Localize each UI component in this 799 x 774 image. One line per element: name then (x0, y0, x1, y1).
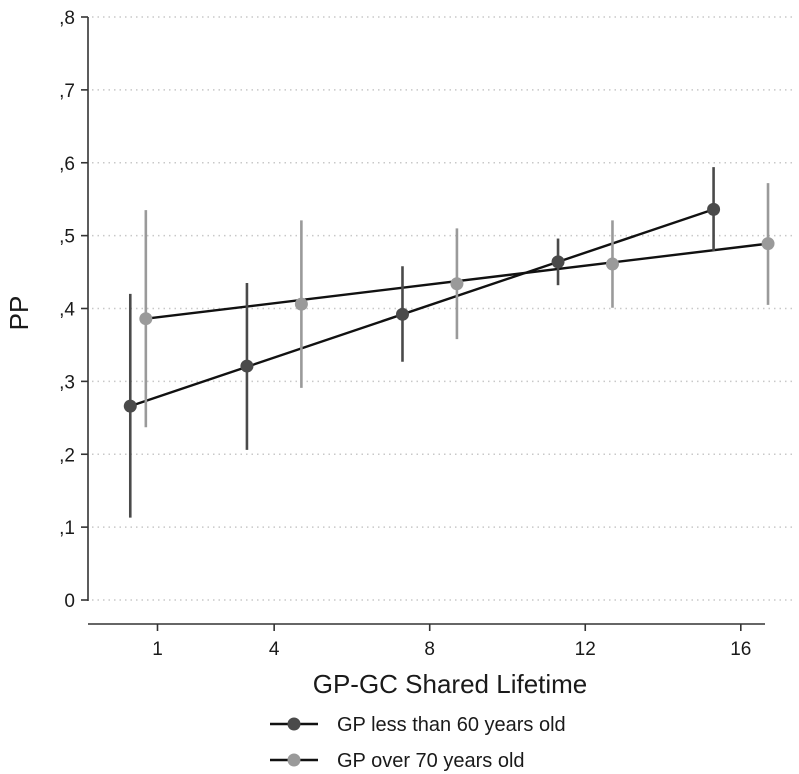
error-bars (128, 167, 770, 518)
y-axis-title: PP (4, 296, 34, 331)
data-point (139, 312, 153, 326)
data-point (761, 237, 775, 251)
x-tick-label: 12 (575, 639, 596, 660)
y-tick-label: 0 (64, 591, 75, 612)
y-tick-label: ,4 (59, 300, 75, 321)
legend-label: GP over 70 years old (337, 750, 525, 772)
data-point (450, 277, 464, 291)
data-point (605, 257, 619, 271)
data-points (123, 202, 775, 413)
legend-marker (287, 717, 301, 731)
y-tick-label: ,7 (59, 81, 75, 102)
y-tick-label: ,8 (59, 8, 75, 29)
series-line (129, 208, 714, 408)
data-point (294, 297, 308, 311)
series-lines (129, 208, 769, 408)
y-tick-label: ,2 (59, 445, 75, 466)
data-point (551, 255, 565, 269)
x-tick-label: 8 (424, 639, 435, 660)
y-tick-label: ,1 (59, 518, 75, 539)
legend: GP less than 60 years old GP over 70 year… (270, 714, 566, 772)
x-axis-title: GP-GC Shared Lifetime (313, 669, 588, 699)
data-point (395, 307, 409, 321)
x-tick-label: 1 (152, 639, 163, 660)
x-tick-label: 16 (730, 639, 751, 660)
data-point (123, 399, 137, 413)
legend-label: GP less than 60 years old (337, 714, 566, 736)
ticks: 0 ,1 ,2 ,3 ,4 ,5 ,6 ,7 ,8 1 4 8 12 16 (59, 8, 751, 660)
x-tick-label: 4 (269, 639, 280, 660)
legend-marker (287, 753, 301, 767)
gridlines (92, 16, 795, 601)
y-tick-label: ,6 (59, 154, 75, 175)
y-tick-label: ,5 (59, 227, 75, 248)
y-tick-label: ,3 (59, 372, 75, 393)
axes (87, 17, 765, 625)
data-point (240, 359, 254, 373)
data-point (707, 202, 721, 216)
